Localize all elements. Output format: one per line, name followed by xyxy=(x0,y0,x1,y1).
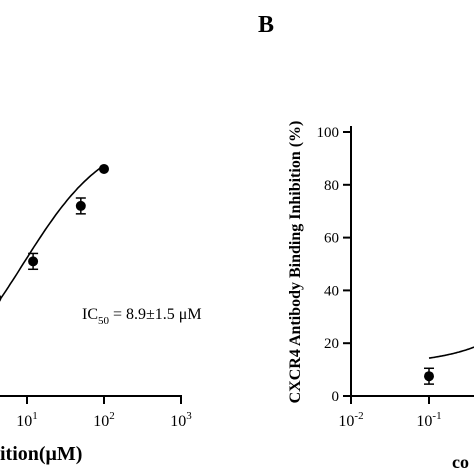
y-tick-label: 60 xyxy=(324,231,339,247)
right-x-axis-label: co xyxy=(452,452,469,472)
right-x-ticks: 10-2 10-1 xyxy=(338,396,442,430)
left-x-ticks: 101 102 103 xyxy=(16,396,192,430)
x-tick-label: 103 xyxy=(170,410,192,430)
data-point xyxy=(424,371,434,382)
data-point xyxy=(75,200,86,211)
y-tick-label: 0 xyxy=(332,389,340,405)
panel-b-label: B xyxy=(258,12,274,38)
x-tick-label: 10-2 xyxy=(338,410,363,430)
y-tick-label: 40 xyxy=(324,283,339,299)
data-point xyxy=(28,256,39,267)
x-tick-label: 101 xyxy=(16,410,38,430)
right-y-ticks: 0 20 40 60 80 100 xyxy=(317,125,351,405)
data-point xyxy=(0,294,2,302)
left-ic50-annotation: IC50 = 8.9±1.5 μM xyxy=(82,306,202,327)
fit-curve-line xyxy=(428,346,474,359)
right-y-axis-label: CXCR4 Antibody Binding Inhibition (%) xyxy=(287,121,304,404)
left-data-points xyxy=(0,163,109,302)
left-chart: 101 102 103 IC50 = 8.9±1.5 μM ition(μM) xyxy=(0,163,202,465)
data-point xyxy=(99,163,109,174)
y-tick-label: 80 xyxy=(324,178,339,194)
y-tick-label: 100 xyxy=(317,125,340,141)
right-data-points xyxy=(424,367,434,385)
left-fit-curve xyxy=(0,164,105,301)
left-x-axis-label: ition(μM) xyxy=(0,443,82,465)
x-tick-label: 10-1 xyxy=(416,410,441,430)
right-fit-curve xyxy=(428,346,474,359)
y-tick-label: 20 xyxy=(324,336,339,352)
right-chart: 0 20 40 60 80 100 10-2 10-1 CXCR4 Antibody Bin… xyxy=(287,121,474,472)
x-tick-label: 102 xyxy=(93,410,115,430)
fit-curve-line xyxy=(0,164,105,301)
